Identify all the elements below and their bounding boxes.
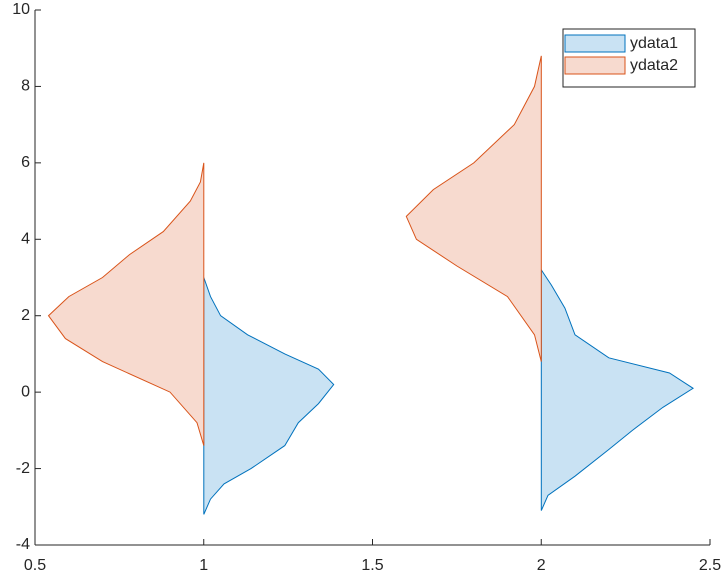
x-tick-label: 1.5 <box>361 557 383 574</box>
legend-swatch <box>564 34 626 53</box>
y-tick-label: 6 <box>21 154 30 171</box>
y-tick-label: 0 <box>21 383 30 400</box>
legend: ydata1 ydata2 <box>562 28 696 88</box>
y-tick-label: 2 <box>21 307 30 324</box>
y-tick-label: 10 <box>12 1 30 18</box>
x-tick-label: 2 <box>537 557 546 574</box>
y-tick-label: 4 <box>21 231 30 248</box>
legend-label: ydata2 <box>630 57 678 74</box>
y-tick-label: 8 <box>21 78 30 95</box>
legend-label: ydata1 <box>630 35 678 52</box>
x-tick-label: 2.5 <box>699 557 721 574</box>
y-tick-label: -4 <box>16 536 30 553</box>
legend-swatch <box>564 56 626 75</box>
x-tick-label: 0.5 <box>24 557 46 574</box>
y-tick-label: -2 <box>16 460 30 477</box>
violin-half <box>540 268 695 511</box>
violin-half <box>405 55 542 362</box>
violin-half <box>47 162 205 446</box>
x-tick-label: 1 <box>199 557 208 574</box>
violin-half <box>203 277 335 515</box>
